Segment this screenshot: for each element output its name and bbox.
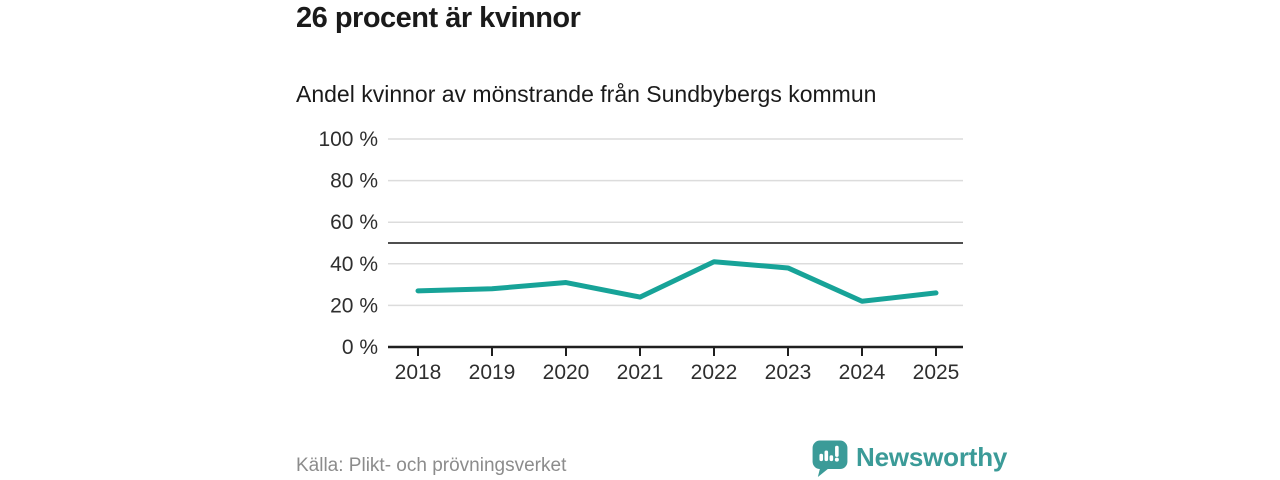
y-axis-tick-label: 20 %: [330, 294, 378, 317]
x-axis-tick-label: 2020: [543, 361, 590, 384]
x-axis-tick-label: 2024: [839, 361, 886, 384]
x-axis-tick-label: 2025: [913, 361, 960, 384]
x-axis-tick-label: 2018: [395, 361, 442, 384]
chart-title: 26 procent är kvinnor: [296, 2, 581, 34]
y-axis-tick-label: 80 %: [330, 170, 378, 193]
source-note: Källa: Plikt- och prövningsverket: [296, 455, 567, 476]
brand-name: Newsworthy: [856, 442, 1008, 472]
y-axis-tick-label: 0 %: [342, 336, 378, 359]
chart-subtitle: Andel kvinnor av mönstrande från Sundbyb…: [296, 81, 877, 107]
y-axis-tick-label: 60 %: [330, 211, 378, 234]
brand-logo: Newsworthy: [812, 440, 1007, 478]
x-axis-tick-label: 2022: [691, 361, 738, 384]
x-axis-tick-label: 2021: [617, 361, 664, 384]
y-axis-tick-label: 40 %: [330, 253, 378, 276]
y-axis-tick-label: 100 %: [318, 128, 378, 151]
x-axis-tick-label: 2023: [765, 361, 812, 384]
line-chart: 0 % 20 % 40 % 60 % 80 % 100 % 2018 2019 2020 2021…: [318, 128, 963, 384]
newsworthy-bubble-chart-icon: [812, 440, 848, 477]
data-series-line: [415, 259, 939, 304]
x-axis-tick-label: 2019: [469, 361, 516, 384]
